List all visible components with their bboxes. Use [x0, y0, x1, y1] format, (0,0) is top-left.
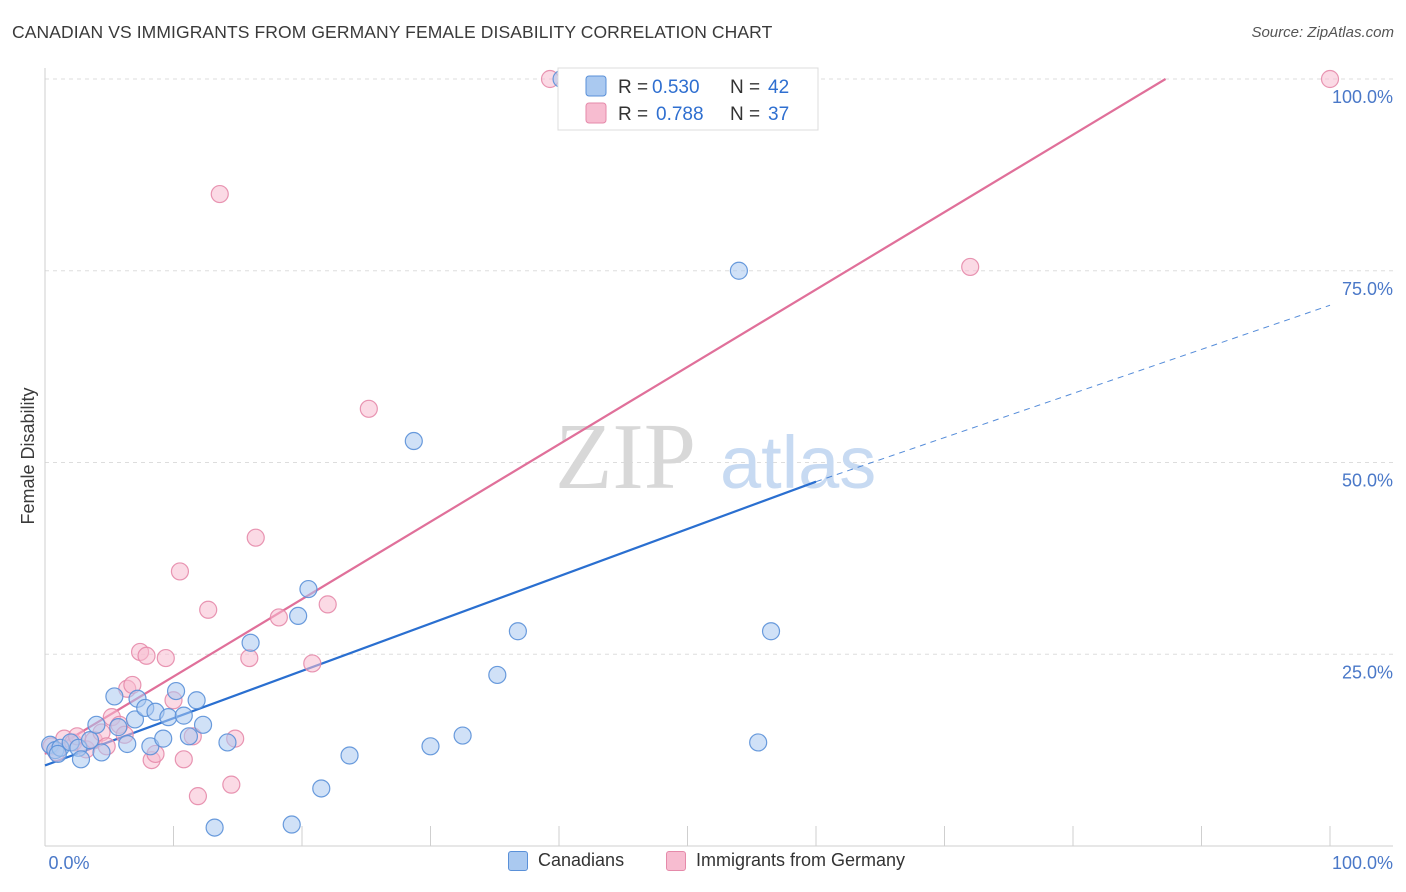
canadians-point-30 [312, 779, 331, 798]
germany-point-33 [359, 399, 378, 418]
canadians-point-5 [71, 750, 91, 769]
source-label: Source: ZipAtlas.com [1251, 24, 1394, 41]
canadians-point-9 [105, 687, 124, 706]
canadians-point-19 [166, 681, 186, 701]
legend-r-label-1: R = [618, 77, 648, 98]
legend-swatch-blue [585, 75, 607, 97]
canadians-point-27 [282, 815, 301, 834]
canadians-point-20 [174, 706, 193, 725]
canadians-point-26 [241, 633, 260, 652]
canadians-point-18 [159, 708, 178, 727]
canadians-point-22 [187, 691, 206, 710]
canadians-point-38 [729, 261, 749, 280]
bottom-legend-germany: Immigrants from Germany [666, 850, 905, 871]
germany-point-28 [240, 648, 259, 668]
tick-labels: 25.0% 50.0% 75.0% 100.0% 0.0% 100.0% [48, 87, 1393, 873]
legend-n-value-1: 42 [768, 77, 789, 98]
canadians-point-17 [154, 729, 173, 748]
canadians-point-6 [80, 731, 100, 750]
x-tick-label-0: 0.0% [48, 853, 89, 873]
canadians-point-31 [340, 746, 359, 765]
canadians-label: Canadians [538, 850, 625, 870]
germany-point-21 [174, 750, 193, 769]
legend: R = 0.530 N = 42 R = 0.788 N = 37 [557, 67, 819, 131]
canadians-point-12 [125, 710, 145, 729]
canadians-point-11 [118, 734, 137, 754]
y-tick-label-2: 75.0% [1342, 279, 1393, 299]
watermark-atlas: atlas [720, 421, 876, 504]
canadians-trend-extension [815, 304, 1331, 483]
germany-trend-line [44, 78, 1167, 755]
canadians-point-23 [193, 715, 213, 734]
legend-n-label-1: N = [730, 77, 760, 98]
canadians-trend-line [44, 480, 817, 767]
germany-point-30 [269, 608, 288, 627]
bottom-legend-canadians: Canadians [508, 850, 624, 871]
canadians-point-35 [488, 665, 507, 685]
chart-title: CANADIAN VS IMMIGRANTS FROM GERMANY FEMA… [12, 22, 773, 42]
germany-point-35 [961, 257, 980, 277]
bottom-legend: Canadians Immigrants from Germany [0, 850, 1406, 880]
canadians-point-28 [289, 606, 308, 626]
legend-n-value-2: 37 [768, 104, 789, 125]
watermark-zip: ZIP [555, 405, 696, 509]
legend-n-label-2: N = [730, 104, 760, 125]
legend-r-label-2: R = [618, 104, 648, 125]
legend-r-value-2: 0.788 [656, 104, 704, 125]
canadians-point-34 [453, 726, 472, 745]
germany-point-36 [1320, 69, 1340, 89]
canadians-point-25 [218, 733, 237, 752]
canadians-point-36 [508, 622, 527, 641]
y-tick-label-3: 100.0% [1332, 87, 1393, 107]
canadians-point-24 [205, 818, 224, 837]
germany-point-32 [318, 595, 337, 614]
legend-r-value-1: 0.530 [652, 77, 700, 98]
canadians-point-21 [179, 727, 199, 746]
axes [44, 68, 1393, 847]
canadians-point-32 [404, 431, 423, 451]
germany-point-20 [170, 562, 190, 581]
canadians-point-40 [761, 622, 781, 641]
data-points [41, 69, 1340, 837]
canadians-swatch [508, 850, 528, 871]
y-tick-label-0: 25.0% [1342, 662, 1393, 682]
germany-point-18 [156, 648, 175, 668]
germany-point-25 [210, 184, 229, 204]
y-tick-label-1: 50.0% [1342, 471, 1393, 491]
canadians-point-41 [48, 744, 67, 764]
canadians-point-29 [299, 579, 318, 599]
germany-point-29 [246, 528, 265, 547]
canadians-point-33 [421, 737, 440, 756]
watermark: ZIP atlas [555, 405, 876, 509]
canadians-point-8 [92, 743, 111, 762]
germany-label: Immigrants from Germany [696, 850, 906, 870]
canadians-point-7 [87, 715, 106, 734]
y-axis-label: Female Disability [18, 387, 38, 524]
canadians-point-39 [749, 733, 768, 752]
germany-point-23 [188, 787, 208, 806]
gridlines [45, 78, 1393, 655]
germany-point-31 [303, 654, 322, 673]
x-tick-label-1: 100.0% [1332, 853, 1393, 873]
canadians-point-10 [109, 718, 128, 737]
germany-point-15 [137, 646, 156, 665]
legend-swatch-pink [585, 102, 607, 124]
germany-point-24 [199, 600, 218, 619]
germany-point-26 [222, 775, 241, 794]
germany-swatch [666, 850, 686, 871]
